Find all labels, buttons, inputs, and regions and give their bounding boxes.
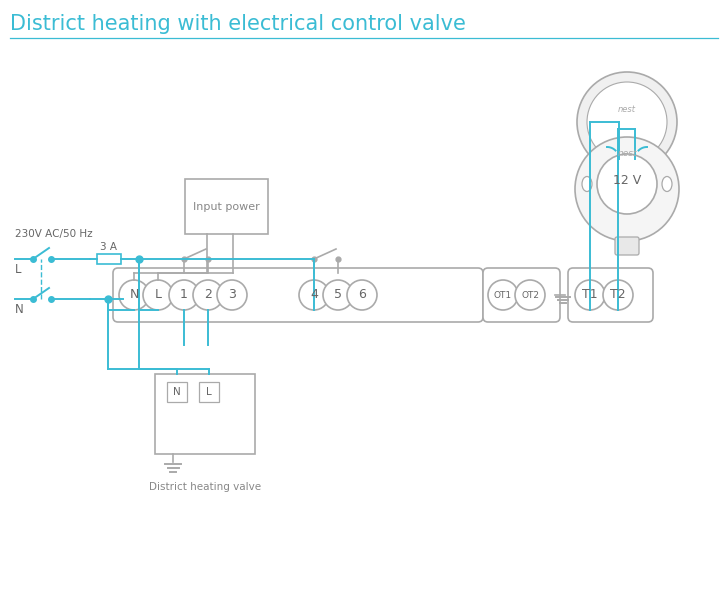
Circle shape — [143, 280, 173, 310]
FancyBboxPatch shape — [113, 268, 483, 322]
Text: OT1: OT1 — [494, 290, 512, 299]
FancyBboxPatch shape — [615, 237, 639, 255]
Text: N: N — [173, 387, 181, 397]
Text: L: L — [206, 387, 212, 397]
Circle shape — [515, 280, 545, 310]
Circle shape — [193, 280, 223, 310]
FancyBboxPatch shape — [199, 382, 219, 402]
Circle shape — [323, 280, 353, 310]
Text: 5: 5 — [334, 289, 342, 302]
Circle shape — [597, 154, 657, 214]
FancyBboxPatch shape — [483, 268, 560, 322]
Circle shape — [488, 280, 518, 310]
Text: 12 V: 12 V — [613, 173, 641, 187]
Circle shape — [169, 280, 199, 310]
Text: Input power: Input power — [193, 201, 260, 211]
Text: N: N — [130, 289, 139, 302]
FancyBboxPatch shape — [167, 382, 187, 402]
Text: T2: T2 — [610, 289, 626, 302]
Circle shape — [603, 280, 633, 310]
Circle shape — [575, 280, 605, 310]
Text: 3 A: 3 A — [100, 242, 117, 252]
Text: 1: 1 — [180, 289, 188, 302]
Text: District heating valve: District heating valve — [149, 482, 261, 492]
Circle shape — [347, 280, 377, 310]
Text: OT2: OT2 — [521, 290, 539, 299]
Text: 230V AC/50 Hz: 230V AC/50 Hz — [15, 229, 92, 239]
Text: 2: 2 — [204, 289, 212, 302]
Text: District heating with electrical control valve: District heating with electrical control… — [10, 14, 466, 34]
Text: 3: 3 — [228, 289, 236, 302]
FancyBboxPatch shape — [568, 268, 653, 322]
Circle shape — [217, 280, 247, 310]
Ellipse shape — [582, 176, 592, 191]
Text: L: L — [154, 289, 162, 302]
Circle shape — [587, 82, 667, 162]
Circle shape — [119, 280, 149, 310]
Text: 4: 4 — [310, 289, 318, 302]
FancyBboxPatch shape — [97, 254, 121, 264]
Ellipse shape — [662, 176, 672, 191]
Text: nest: nest — [617, 150, 637, 159]
Circle shape — [577, 72, 677, 172]
FancyBboxPatch shape — [185, 179, 268, 234]
Text: nest: nest — [618, 106, 636, 115]
Text: T1: T1 — [582, 289, 598, 302]
Text: L: L — [15, 263, 22, 276]
FancyBboxPatch shape — [155, 374, 255, 454]
Text: 6: 6 — [358, 289, 366, 302]
Circle shape — [299, 280, 329, 310]
Circle shape — [575, 137, 679, 241]
Text: N: N — [15, 303, 24, 316]
